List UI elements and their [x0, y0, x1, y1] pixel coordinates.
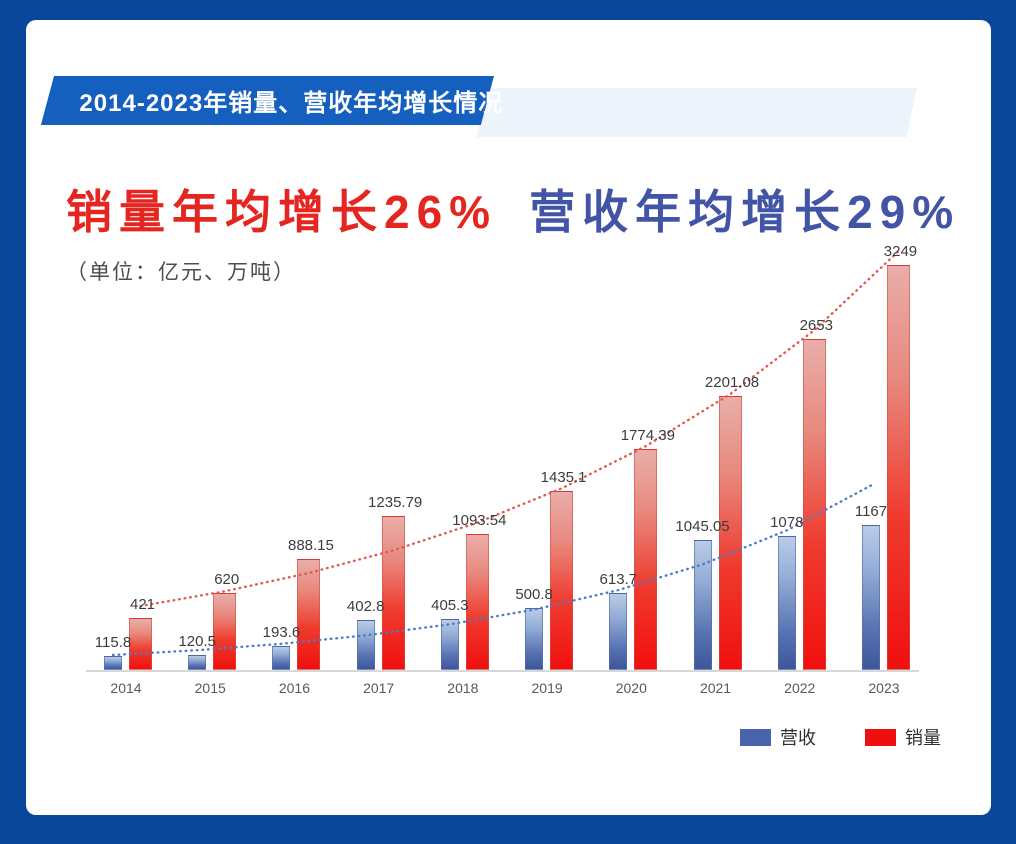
sales-bar-2015 — [213, 593, 237, 670]
revenue-value-label: 1078 — [770, 514, 804, 531]
x-axis-label: 2021 — [699, 680, 732, 696]
revenue-bar-2014 — [104, 656, 122, 670]
x-axis-label: 2020 — [615, 680, 647, 696]
legend-label-revenue: 营收 — [780, 728, 816, 748]
sales-bar-2020 — [634, 449, 658, 670]
headline-sales-growth: 销量年均增长26% — [66, 186, 498, 238]
legend-label-sales: 销量 — [905, 728, 941, 748]
sales-value-label: 1774.39 — [620, 427, 675, 444]
revenue-bar-2022 — [777, 536, 796, 670]
revenue-bar-2023 — [861, 525, 880, 670]
revenue-value-label: 613.7 — [599, 571, 638, 588]
sales-value-label: 3249 — [883, 243, 918, 260]
revenue-bar-2017 — [356, 620, 375, 670]
sales-value-label: 888.15 — [287, 537, 334, 554]
sales-value-label: 1435.1 — [540, 469, 587, 486]
sales-bar-2023 — [886, 265, 910, 670]
sales-value-label: 620 — [214, 571, 240, 588]
x-axis-label: 2023 — [868, 680, 900, 696]
sales-bar-2018 — [465, 534, 489, 670]
headline-revenue-growth: 营收年均增长29% — [529, 186, 961, 238]
sales-value-label: 1093.54 — [452, 512, 507, 529]
sales-bar-2016 — [297, 559, 321, 670]
x-axis-label: 2019 — [531, 680, 563, 696]
sales-bar-2019 — [550, 491, 574, 670]
revenue-value-label: 1045.05 — [675, 518, 730, 535]
revenue-bar-2020 — [609, 593, 628, 670]
sales-value-label: 421 — [129, 596, 156, 613]
x-axis-label: 2017 — [363, 680, 395, 696]
legend-swatch-sales — [865, 728, 896, 746]
bar-chart: 2014 2015 2016 2017 2018 2019 2020 2021 2022 2023… — [26, 20, 991, 815]
revenue-value-label: 193.6 — [262, 624, 301, 641]
x-axis-label: 2015 — [194, 680, 226, 696]
x-axis-label: 2022 — [784, 680, 816, 696]
sales-value-label: 2201.08 — [704, 374, 760, 391]
sales-value-label: 1235.79 — [368, 494, 423, 511]
revenue-value-label: 120.5 — [178, 633, 216, 650]
trendlines — [111, 250, 900, 657]
revenue-value-label: 1167 — [854, 503, 888, 520]
revenue-value-label: 405.3 — [431, 597, 469, 614]
legend-swatch-revenue — [740, 728, 771, 746]
revenue-value-label: 500.8 — [515, 586, 553, 603]
x-axis-label: 2018 — [447, 680, 479, 696]
headline: 销量年均增长26% 营收年均增长29% — [66, 176, 960, 242]
revenue-value-label: 402.8 — [346, 598, 385, 615]
revenue-value-label: 115.8 — [94, 634, 132, 651]
revenue-bar-2015 — [188, 655, 207, 670]
revenue-bar-2018 — [440, 619, 459, 670]
sales-bar-2022 — [802, 339, 826, 670]
sales-bar-2017 — [381, 516, 405, 670]
x-axis-label: 2016 — [278, 680, 311, 696]
revenue-bar-2021 — [693, 540, 712, 670]
chart-legend: 营收 销量 — [740, 724, 941, 750]
revenue-bar-2016 — [272, 646, 291, 670]
content-card: 2014-2023年销量、营收年均增长情况 销量年均增长26% 营收年均增长29… — [26, 20, 991, 815]
sales-value-label: 2653 — [799, 317, 833, 334]
sales-bar-2014 — [129, 618, 152, 670]
revenue-bar-2019 — [525, 608, 544, 670]
x-axis-label: 2014 — [110, 680, 142, 696]
x-axis-line — [86, 670, 919, 672]
